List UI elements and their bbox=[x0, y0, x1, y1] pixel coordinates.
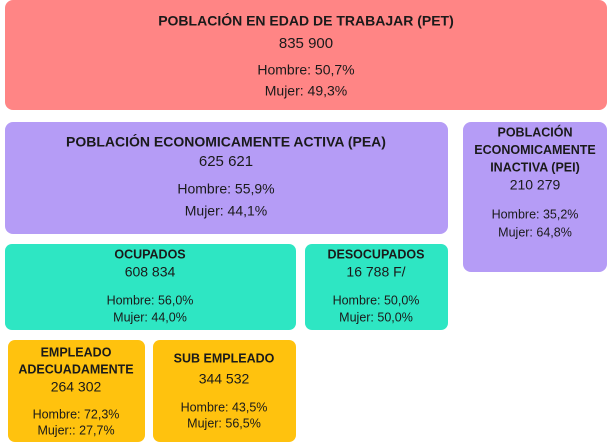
node-title: DESOCUPADOS bbox=[327, 247, 424, 261]
box-desocupados bbox=[305, 244, 448, 330]
node-value: 608 834 bbox=[125, 264, 176, 280]
node-value: 264 302 bbox=[51, 379, 102, 395]
node-title: ECONOMICAMENTE bbox=[474, 143, 596, 157]
node-title: POBLACIÓN ECONOMICAMENTE ACTIVA (PEA) bbox=[66, 133, 386, 150]
box-ocupados bbox=[5, 244, 296, 330]
node-title: INACTIVA (PEI) bbox=[490, 160, 580, 174]
node-mujer: Mujer: 49,3% bbox=[265, 83, 347, 99]
node-hombre: Hombre: 72,3% bbox=[33, 407, 120, 421]
box-adecuado bbox=[8, 340, 145, 442]
node-mujer: Mujer: 44,0% bbox=[113, 310, 187, 324]
node-title: EMPLEADO bbox=[41, 345, 112, 359]
box-pea bbox=[5, 122, 448, 234]
node-hombre: Hombre: 50,7% bbox=[257, 62, 354, 78]
node-mujer: Mujer: 56,5% bbox=[187, 416, 261, 430]
node-hombre: Hombre: 43,5% bbox=[181, 400, 268, 414]
node-mujer: Mujer: 50,0% bbox=[339, 310, 413, 324]
node-hombre: Hombre: 56,0% bbox=[107, 293, 194, 307]
node-mujer: Mujer: 64,8% bbox=[498, 225, 572, 239]
node-title: POBLACIÓN bbox=[498, 124, 573, 139]
node-value: 344 532 bbox=[199, 371, 250, 387]
node-value: 210 279 bbox=[510, 177, 561, 193]
node-title: ADECUADAMENTE bbox=[18, 362, 133, 376]
node-hombre: Hombre: 50,0% bbox=[333, 293, 420, 307]
node-title: SUB EMPLEADO bbox=[174, 351, 275, 365]
node-mujer: Mujer: 44,1% bbox=[185, 203, 267, 219]
node-title: OCUPADOS bbox=[114, 247, 185, 261]
node-value: 625 621 bbox=[199, 153, 253, 170]
node-hombre: Hombre: 35,2% bbox=[492, 207, 579, 221]
node-title: POBLACIÓN EN EDAD DE TRABAJAR (PET) bbox=[158, 12, 454, 29]
node-mujer: Mujer:: 27,7% bbox=[37, 423, 114, 437]
node-value: 835 900 bbox=[279, 35, 333, 52]
node-hombre: Hombre: 55,9% bbox=[177, 181, 274, 197]
box-pet bbox=[5, 0, 607, 110]
box-subempleado bbox=[153, 340, 296, 442]
node-value: 16 788 F/ bbox=[346, 264, 405, 280]
box-pei bbox=[463, 122, 607, 272]
